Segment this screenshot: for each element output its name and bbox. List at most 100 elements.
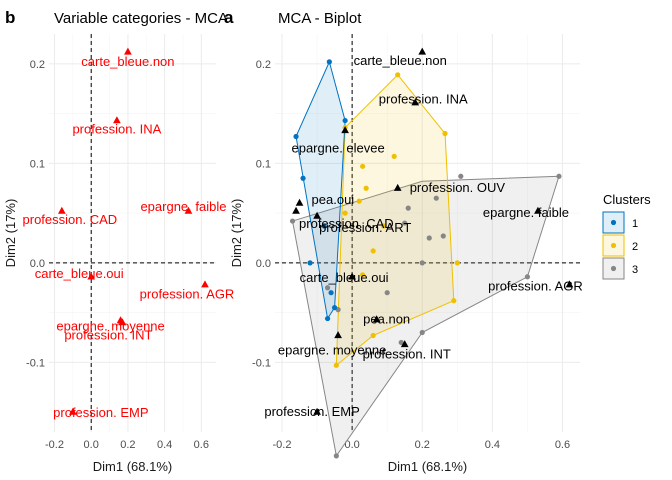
category-label: profession. INA: [379, 92, 468, 107]
cluster-3-point: [419, 329, 425, 336]
legend-dot-3: [610, 265, 617, 272]
cluster-3-point: [289, 218, 296, 224]
cluster-1-point: [300, 175, 306, 181]
category-marker: [418, 47, 427, 55]
plot-area: [275, 34, 580, 432]
category-marker: [124, 47, 132, 55]
category-label: profession. INA: [72, 122, 161, 137]
plot-title: MCA - Biplot: [278, 10, 362, 27]
category-marker: [292, 206, 300, 214]
panel-tag-a: a: [224, 8, 234, 27]
panel-tag-b: b: [5, 8, 15, 27]
category-label: epargne. moyenne: [56, 319, 164, 334]
x-tick-label: 0.6: [555, 439, 570, 451]
y-tick-label: 0.0: [256, 258, 271, 270]
category-marker: [341, 126, 349, 134]
category-label: epargne. elevee: [291, 141, 384, 156]
cluster-1-hull: [295, 60, 346, 320]
category-label: profession. EMP: [53, 405, 148, 420]
cluster-1-point: [324, 315, 331, 322]
clusters-legend: Clusters 1 2 3: [602, 192, 651, 280]
legend-label-1: 1: [632, 218, 638, 230]
cluster-3-point: [398, 339, 404, 346]
cluster-3-point: [458, 173, 464, 179]
x-tick-label: -0.2: [273, 439, 292, 451]
category-label: profession. INT: [363, 346, 451, 361]
cluster-3-point: [433, 195, 439, 201]
cluster-2-point: [333, 362, 339, 368]
y-axis-title: Dim2 (17%): [229, 199, 244, 268]
legend-dot-2: [610, 242, 617, 249]
x-tick-label: 0.2: [415, 439, 430, 451]
cluster-1-point: [342, 117, 348, 124]
panel-variable-categories: -0.2 0.0 0.2 0.4 0.6 -0.1 0.0 0.1 0.2 Dim1 (68.1%…: [3, 10, 234, 474]
category-label: pea.oui: [312, 192, 355, 207]
cluster-2-point: [360, 163, 366, 169]
category-marker: [57, 206, 66, 214]
category-label: carte_bleue.oui: [35, 266, 124, 281]
category-label: pea.non: [363, 312, 410, 327]
cluster-1-point: [321, 223, 327, 229]
category-marker: [348, 272, 356, 280]
x-axis-title: Dim1 (68.1%): [93, 459, 172, 474]
x-tick-label: 0.0: [344, 439, 359, 451]
category-marker: [69, 407, 77, 415]
category-label: profession. OUV: [410, 180, 506, 195]
category-marker: [113, 116, 121, 124]
category-label: profession. CAD: [299, 216, 394, 231]
cluster-2-point: [363, 185, 369, 191]
category-marker: [201, 280, 209, 288]
y-axis-title: Dim2 (17%): [3, 199, 18, 268]
cluster-3-point: [324, 285, 331, 291]
cluster-3-point: [405, 205, 411, 211]
category-marker: [87, 272, 96, 280]
cluster-1-point: [307, 260, 313, 266]
x-tick-label: 0.6: [194, 439, 209, 451]
y-tick-label: 0.2: [30, 59, 45, 71]
category-marker: [393, 183, 402, 191]
category-label: profession. AGR: [488, 279, 583, 294]
cluster-3-point: [384, 290, 390, 296]
cluster-1-point: [328, 290, 334, 296]
cluster-3-point: [440, 233, 446, 239]
legend-label-3: 3: [632, 264, 638, 276]
category-label: carte_bleue.non: [81, 54, 174, 69]
category-marker: [372, 315, 381, 323]
y-tick-label: 0.2: [256, 59, 271, 71]
cluster-2-point: [370, 332, 376, 339]
cluster-2-point: [342, 210, 348, 216]
cluster-3-point: [333, 453, 339, 459]
category-label: profession. ART: [319, 220, 411, 235]
panel-mca-biplot: -0.2 0.0 0.2 0.4 0.6 -0.1 0.0 0.1 0.2 Dim1 (68.1%…: [229, 10, 583, 474]
x-axis-title: Dim1 (68.1%): [388, 459, 467, 474]
x-tick-label: 0.2: [120, 439, 135, 451]
category-label: profession. EMP: [264, 404, 359, 419]
x-tick-label: 0.0: [84, 439, 99, 451]
category-label: epargne. faible: [140, 199, 226, 214]
category-label: profession. AGR: [140, 287, 235, 302]
cluster-2-point: [370, 248, 376, 254]
category-label: epargne. faible: [483, 205, 569, 220]
legend-title: Clusters: [603, 192, 651, 207]
y-tick-label: 0.1: [256, 158, 271, 170]
category-marker: [313, 407, 321, 415]
cluster-2-point: [454, 260, 460, 266]
category-label: carte_bleue.non: [354, 53, 447, 68]
legend-dot-1: [610, 219, 617, 226]
plot-title: Variable categories - MCA: [54, 10, 228, 27]
cluster-1-point: [293, 133, 299, 140]
cluster-3-point: [419, 260, 425, 266]
category-marker: [118, 318, 127, 326]
category-marker: [534, 206, 542, 214]
cluster-3-point: [524, 274, 531, 280]
y-tick-label: 0.1: [30, 158, 45, 170]
category-marker: [565, 280, 574, 288]
category-marker: [400, 340, 409, 348]
y-tick-label: -0.1: [26, 357, 45, 369]
category-marker: [411, 98, 420, 106]
y-tick-label: 0.0: [30, 258, 45, 270]
category-label: profession. INT: [64, 328, 152, 343]
cluster-1-point: [326, 59, 332, 65]
cluster-2-point: [395, 72, 401, 78]
